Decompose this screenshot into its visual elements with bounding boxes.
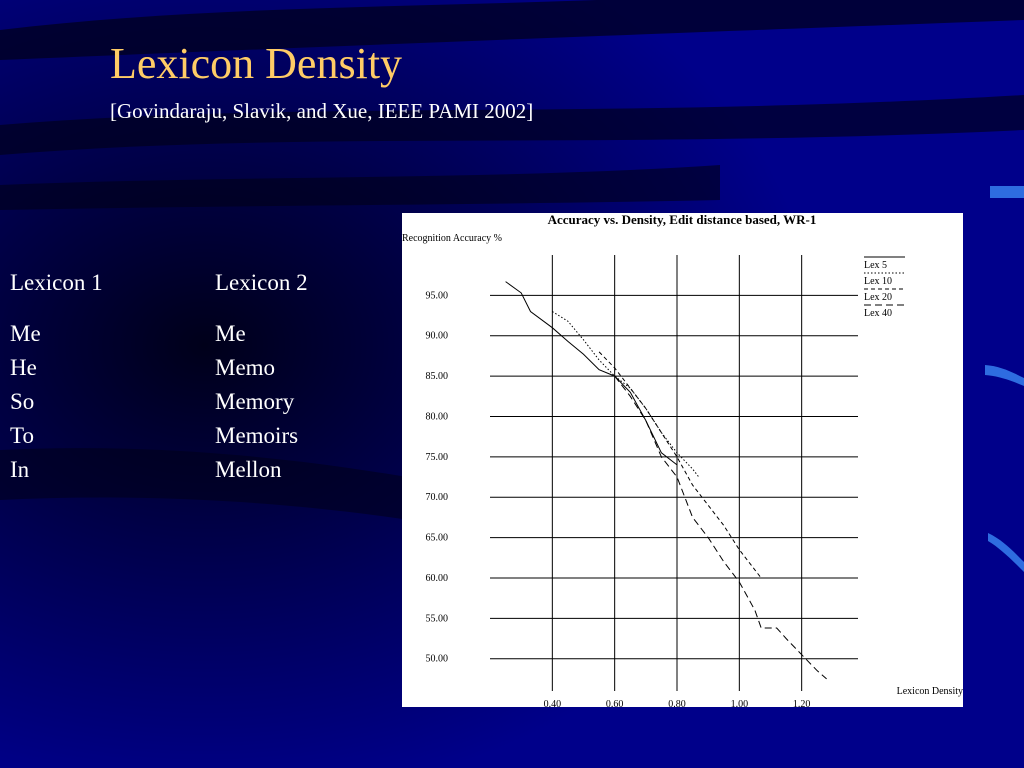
lexicon-word: Me	[215, 321, 246, 346]
lexicon-2-column: Lexicon 2 Me Memo Memory Memoirs Mellon	[215, 266, 308, 487]
lexicon-word: Mellon	[215, 457, 282, 482]
y-tick-label: 80.00	[426, 411, 449, 422]
legend-label: Lex 5	[864, 260, 887, 271]
y-tick-label: 85.00	[426, 371, 449, 382]
x-tick-label: 1.00	[731, 699, 749, 707]
lexicon-word: In	[10, 457, 30, 482]
y-tick-label: 55.00	[426, 613, 449, 624]
x-tick-label: 0.60	[606, 699, 624, 707]
series-line-lex-40	[614, 375, 827, 680]
slide-citation: [Govindaraju, Slavik, and Xue, IEEE PAMI…	[110, 99, 534, 123]
x-tick-label: 0.40	[544, 699, 562, 707]
accuracy-density-chart: Accuracy vs. Density, Edit distance base…	[402, 213, 963, 707]
background-accent	[985, 365, 1024, 386]
y-axis-label: Recognition Accuracy %	[402, 233, 502, 244]
lexicon-word: Me	[10, 321, 41, 346]
y-tick-label: 75.00	[426, 452, 449, 463]
y-tick-label: 60.00	[426, 573, 449, 584]
chart-title: Accuracy vs. Density, Edit distance base…	[548, 213, 817, 227]
x-tick-label: 1.20	[793, 699, 811, 707]
background-accent	[990, 186, 1024, 198]
y-tick-label: 50.00	[426, 654, 449, 665]
slide-title: Lexicon Density	[110, 39, 403, 88]
lexicon-word: Memory	[215, 389, 295, 414]
series-line-lex-20	[598, 351, 762, 579]
background-swoosh	[0, 95, 1024, 155]
lexicon-1-column: Lexicon 1 Me He So To In	[10, 266, 103, 487]
background-swoosh	[0, 0, 1024, 60]
lexicon-2-word-list: Me Memo Memory Memoirs Mellon	[215, 317, 308, 487]
legend-label: Lex 40	[864, 308, 892, 319]
background-swoosh	[0, 448, 600, 560]
y-tick-label: 70.00	[426, 492, 449, 503]
lexicon-word: Memoirs	[215, 423, 299, 448]
x-axis-label: Lexicon Density	[897, 686, 963, 697]
y-tick-label: 90.00	[426, 331, 449, 342]
background-accent	[988, 533, 1024, 572]
lexicon-2-heading: Lexicon 2	[215, 270, 308, 295]
lexicon-word: So	[10, 389, 35, 414]
background-swoosh	[0, 165, 720, 210]
lexicon-word: To	[10, 423, 34, 448]
lexicon-word: Memo	[215, 355, 276, 380]
lexicon-1-word-list: Me He So To In	[10, 317, 103, 487]
y-tick-label: 95.00	[426, 290, 449, 301]
legend-label: Lex 10	[864, 276, 892, 287]
x-tick-label: 0.80	[668, 699, 686, 707]
lexicon-1-heading: Lexicon 1	[10, 270, 103, 295]
series-line-lex-5	[505, 281, 678, 466]
legend-label: Lex 20	[864, 292, 892, 303]
y-tick-label: 65.00	[426, 533, 449, 544]
lexicon-word: He	[10, 355, 37, 380]
chart-panel: Accuracy vs. Density, Edit distance base…	[402, 213, 963, 707]
